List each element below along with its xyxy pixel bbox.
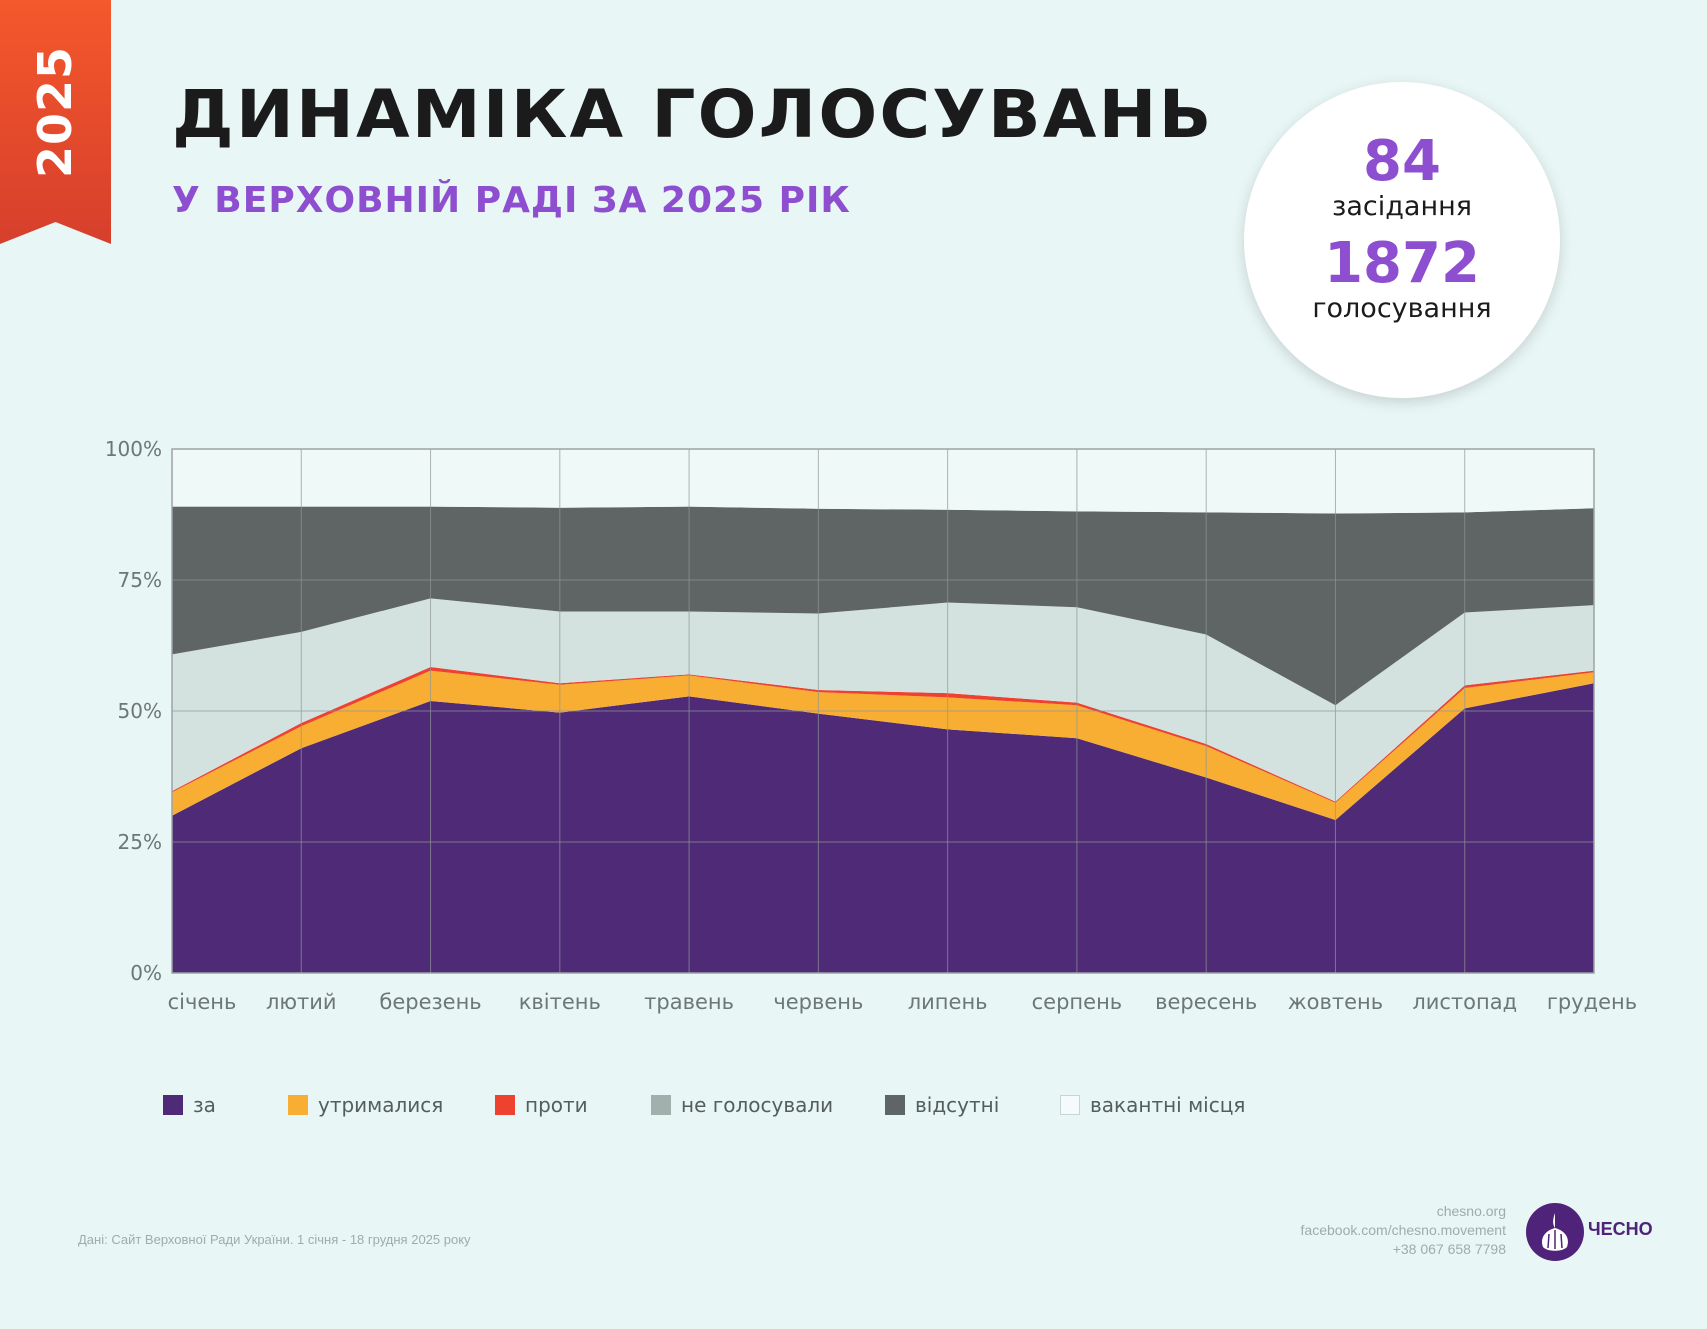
x-tick-label: червень	[773, 990, 863, 1014]
legend-item: проти	[495, 1093, 588, 1117]
legend-swatch	[651, 1095, 671, 1115]
area-series-3	[172, 598, 1594, 802]
x-tick-label: квітень	[519, 990, 601, 1014]
legend-item: не голосували	[651, 1093, 833, 1117]
legend-item: вакантні місця	[1060, 1093, 1245, 1117]
legend-swatch	[1060, 1095, 1080, 1115]
legend-item: утрималися	[288, 1093, 443, 1117]
legend-swatch	[288, 1095, 308, 1115]
votes-label: голосування	[1312, 293, 1492, 324]
chesno-logo-icon	[1526, 1203, 1584, 1261]
y-tick-label: 25%	[118, 830, 162, 854]
year-ribbon: 2025	[0, 0, 111, 244]
x-tick-label: вересень	[1155, 990, 1257, 1014]
legend-label: проти	[525, 1093, 588, 1117]
sessions-label: засідання	[1331, 191, 1472, 222]
legend-label: за	[193, 1093, 216, 1117]
contacts: chesno.org facebook.com/chesno.movement …	[1301, 1202, 1506, 1259]
facebook-link[interactable]: facebook.com/chesno.movement	[1300, 1222, 1506, 1238]
x-tick-label: березень	[379, 990, 481, 1014]
area-series-0	[172, 683, 1594, 973]
legend-label: відсутні	[915, 1093, 1000, 1117]
x-tick-label: листопад	[1412, 990, 1517, 1014]
y-tick-label: 0%	[130, 961, 162, 985]
legend-label: не голосували	[681, 1093, 834, 1117]
data-source: Дані: Сайт Верховної Ради України. 1 січ…	[78, 1232, 471, 1247]
area-series-2	[172, 666, 1594, 803]
y-tick-label: 50%	[118, 699, 162, 723]
x-tick-label: серпень	[1032, 990, 1123, 1014]
legend-item: відсутні	[885, 1093, 999, 1117]
legend-label: утрималися	[318, 1093, 444, 1117]
page-title: ДИНАМІКА ГОЛОСУВАНЬ	[172, 76, 1214, 153]
x-tick-label: лютий	[266, 990, 337, 1014]
legend-swatch	[885, 1095, 905, 1115]
x-tick-label: травень	[644, 990, 734, 1014]
x-tick-label: липень	[908, 990, 988, 1014]
website-link[interactable]: chesno.org	[1436, 1203, 1506, 1219]
area-series-1	[172, 670, 1594, 820]
logo-text: ЧЕСНО	[1588, 1219, 1653, 1239]
legend-swatch	[495, 1095, 515, 1115]
plot-border	[171, 448, 1595, 974]
y-tick-label: 75%	[118, 568, 162, 592]
phone-number: +38 067 658 7798	[1392, 1241, 1506, 1257]
y-tick-label: 100%	[105, 437, 162, 461]
legend-item: за	[163, 1093, 216, 1117]
x-tick-label: жовтень	[1288, 990, 1383, 1014]
votes-count: 1872	[1324, 231, 1480, 296]
x-tick-label: грудень	[1547, 990, 1637, 1014]
sessions-count: 84	[1363, 129, 1441, 194]
chart-legend: за утрималися проти не голосували відсутні ва…	[0, 1093, 1707, 1119]
x-tick-label: січень	[168, 990, 237, 1014]
page-subtitle: У ВЕРХОВНІЙ РАДІ ЗА 2025 РІК	[172, 180, 851, 221]
legend-label: вакантні місця	[1090, 1093, 1246, 1117]
area-series-4	[172, 506, 1594, 706]
stats-circle: 84 засідання 1872 голосування	[1244, 82, 1560, 398]
area-series-5	[172, 449, 1594, 514]
legend-swatch	[163, 1095, 183, 1115]
